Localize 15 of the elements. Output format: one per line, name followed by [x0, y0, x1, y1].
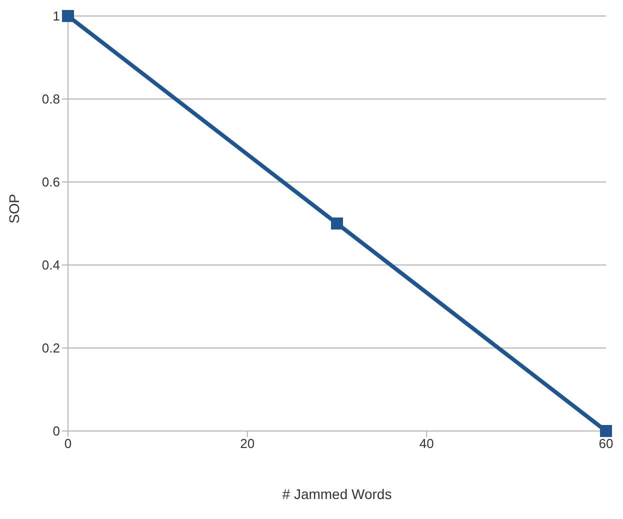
x-tick-label: 20 — [240, 436, 255, 452]
y-tick-label: 0 — [52, 424, 60, 439]
y-tick-label: 0.8 — [42, 92, 60, 107]
x-axis-title: # Jammed Words — [282, 486, 392, 502]
y-tick-label: 1 — [52, 8, 60, 24]
point — [600, 425, 612, 437]
x-tick-label: 40 — [419, 436, 434, 452]
y-tick-label: 0.4 — [42, 258, 60, 273]
x-tick-label: 60 — [598, 436, 614, 452]
y-tick-label: 0.2 — [42, 340, 60, 356]
y-axis-title: SOP — [6, 194, 22, 224]
point — [62, 10, 74, 22]
y-tick-label: 0.6 — [42, 174, 60, 190]
x-tick-label: 0 — [64, 436, 72, 452]
point — [331, 218, 343, 230]
